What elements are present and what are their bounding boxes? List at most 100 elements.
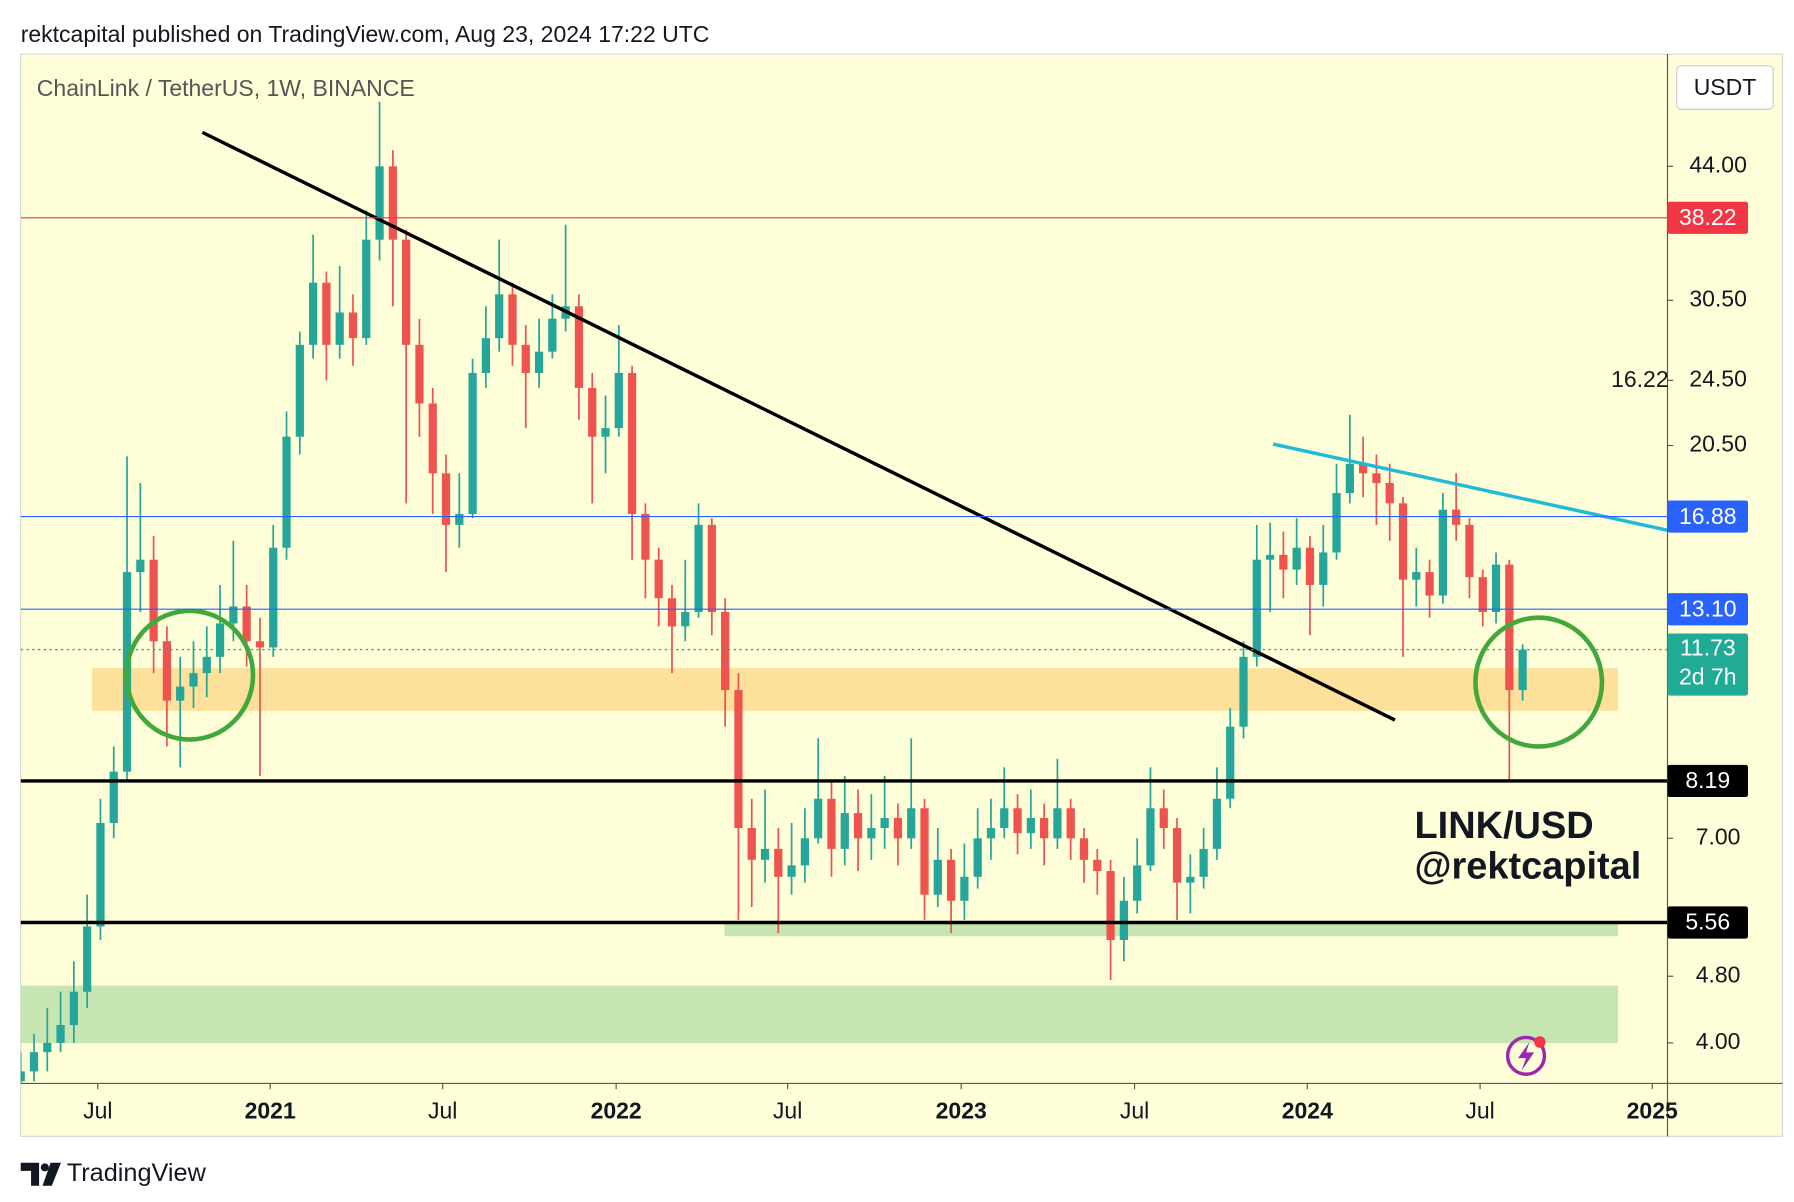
candle-body bbox=[920, 808, 929, 895]
candle-body bbox=[1385, 483, 1394, 504]
candle-body bbox=[1279, 554, 1288, 570]
plot-area bbox=[20, 101, 1619, 1084]
level-label: 5.56 bbox=[1685, 909, 1730, 935]
candle-body bbox=[255, 641, 265, 648]
highlight-circle bbox=[124, 608, 256, 742]
candle-body bbox=[229, 606, 238, 624]
candle-body bbox=[933, 859, 942, 895]
candle-body bbox=[1518, 649, 1527, 691]
candle-body bbox=[242, 606, 251, 642]
candle-body bbox=[1093, 859, 1102, 872]
candle-body bbox=[362, 239, 371, 339]
candle-body bbox=[322, 282, 331, 345]
candle-body bbox=[747, 828, 756, 860]
candle-body bbox=[707, 524, 716, 613]
candle-body bbox=[481, 338, 491, 373]
candle-body bbox=[29, 1052, 39, 1072]
candle-body bbox=[1465, 524, 1474, 578]
candle-body bbox=[827, 798, 836, 849]
candle-body bbox=[1292, 547, 1301, 570]
tradingview-logo bbox=[20, 1162, 61, 1186]
candle-body bbox=[295, 344, 304, 437]
candle-body bbox=[946, 859, 956, 901]
candle-body bbox=[893, 817, 903, 839]
candle-body bbox=[840, 813, 849, 849]
candle-body bbox=[441, 473, 451, 525]
candle-body bbox=[269, 547, 278, 648]
candle-body bbox=[1079, 838, 1089, 860]
candle-body bbox=[1425, 572, 1434, 596]
candle-body bbox=[667, 598, 677, 627]
level-label-box bbox=[1667, 764, 1748, 798]
x-tick-label: 2023 bbox=[936, 1097, 987, 1123]
publish-header: rektcapital published on TradingView.com… bbox=[21, 21, 710, 47]
candle-body bbox=[641, 513, 650, 560]
x-tick-label: 2021 bbox=[245, 1097, 296, 1123]
candle-body bbox=[1172, 828, 1182, 883]
level-label-box bbox=[1667, 593, 1748, 626]
candle-body bbox=[402, 239, 411, 345]
candle-body bbox=[1319, 552, 1328, 585]
currency-button[interactable] bbox=[1676, 65, 1774, 110]
candle-body bbox=[1133, 865, 1142, 901]
candle-body bbox=[215, 623, 225, 657]
candle-body bbox=[787, 865, 796, 877]
candle-body bbox=[1053, 808, 1062, 839]
candle-body bbox=[694, 524, 703, 613]
candle-body bbox=[760, 848, 770, 860]
candle-body bbox=[1265, 554, 1275, 560]
candle-body bbox=[1106, 871, 1115, 941]
last-price-box bbox=[1667, 633, 1748, 696]
candle-body bbox=[1398, 503, 1408, 580]
level-label-box bbox=[1667, 906, 1748, 939]
candle-body bbox=[56, 1025, 65, 1043]
candle-body bbox=[176, 686, 185, 701]
x-tick-label: 2022 bbox=[591, 1097, 642, 1123]
countdown-label: 2d 7h bbox=[1679, 663, 1737, 689]
candle-body bbox=[495, 294, 504, 339]
candle-body bbox=[1252, 559, 1261, 657]
candle-body bbox=[1146, 808, 1155, 866]
candle-body bbox=[149, 559, 158, 642]
candle-body bbox=[202, 656, 211, 674]
candle-body bbox=[721, 612, 730, 691]
x-tick-label: Jul bbox=[83, 1097, 112, 1123]
candle-body bbox=[654, 559, 663, 599]
candle-body bbox=[681, 612, 690, 627]
candle-body bbox=[800, 838, 810, 866]
candle-body bbox=[1305, 547, 1315, 585]
candle-body bbox=[1372, 473, 1381, 484]
candle-body bbox=[83, 926, 92, 992]
y-tick-label: 4.00 bbox=[1696, 1028, 1741, 1054]
candle-body bbox=[1491, 564, 1501, 613]
level-label: 8.19 bbox=[1685, 767, 1730, 793]
candle-body bbox=[1226, 726, 1235, 799]
candle-body bbox=[508, 294, 517, 345]
candle-body bbox=[853, 813, 863, 839]
candle-body bbox=[1239, 656, 1248, 727]
candle-body bbox=[162, 641, 172, 701]
candle-body bbox=[43, 1042, 52, 1053]
candle-body bbox=[1159, 808, 1168, 829]
candle-body bbox=[96, 822, 105, 927]
candle-body bbox=[1000, 808, 1009, 829]
candle-body bbox=[1066, 808, 1075, 839]
candle-body bbox=[814, 798, 823, 839]
candle-body bbox=[282, 436, 291, 548]
candle-body bbox=[1412, 572, 1421, 580]
level-label-box bbox=[1667, 201, 1748, 234]
candle-body bbox=[973, 838, 982, 877]
candle-body bbox=[1026, 817, 1035, 834]
candle-body bbox=[468, 372, 477, 514]
candle-body bbox=[136, 559, 145, 573]
candle-body bbox=[521, 344, 530, 373]
candle-body bbox=[1438, 509, 1447, 596]
support-zone bbox=[92, 668, 1619, 711]
currency: USDT bbox=[1694, 74, 1757, 100]
candle-body bbox=[109, 771, 118, 823]
candle-body bbox=[455, 513, 464, 525]
candle-body bbox=[1332, 493, 1341, 553]
y-tick-label: 7.00 bbox=[1696, 823, 1741, 849]
candle-body bbox=[1452, 509, 1461, 525]
candle-body bbox=[20, 1071, 25, 1082]
